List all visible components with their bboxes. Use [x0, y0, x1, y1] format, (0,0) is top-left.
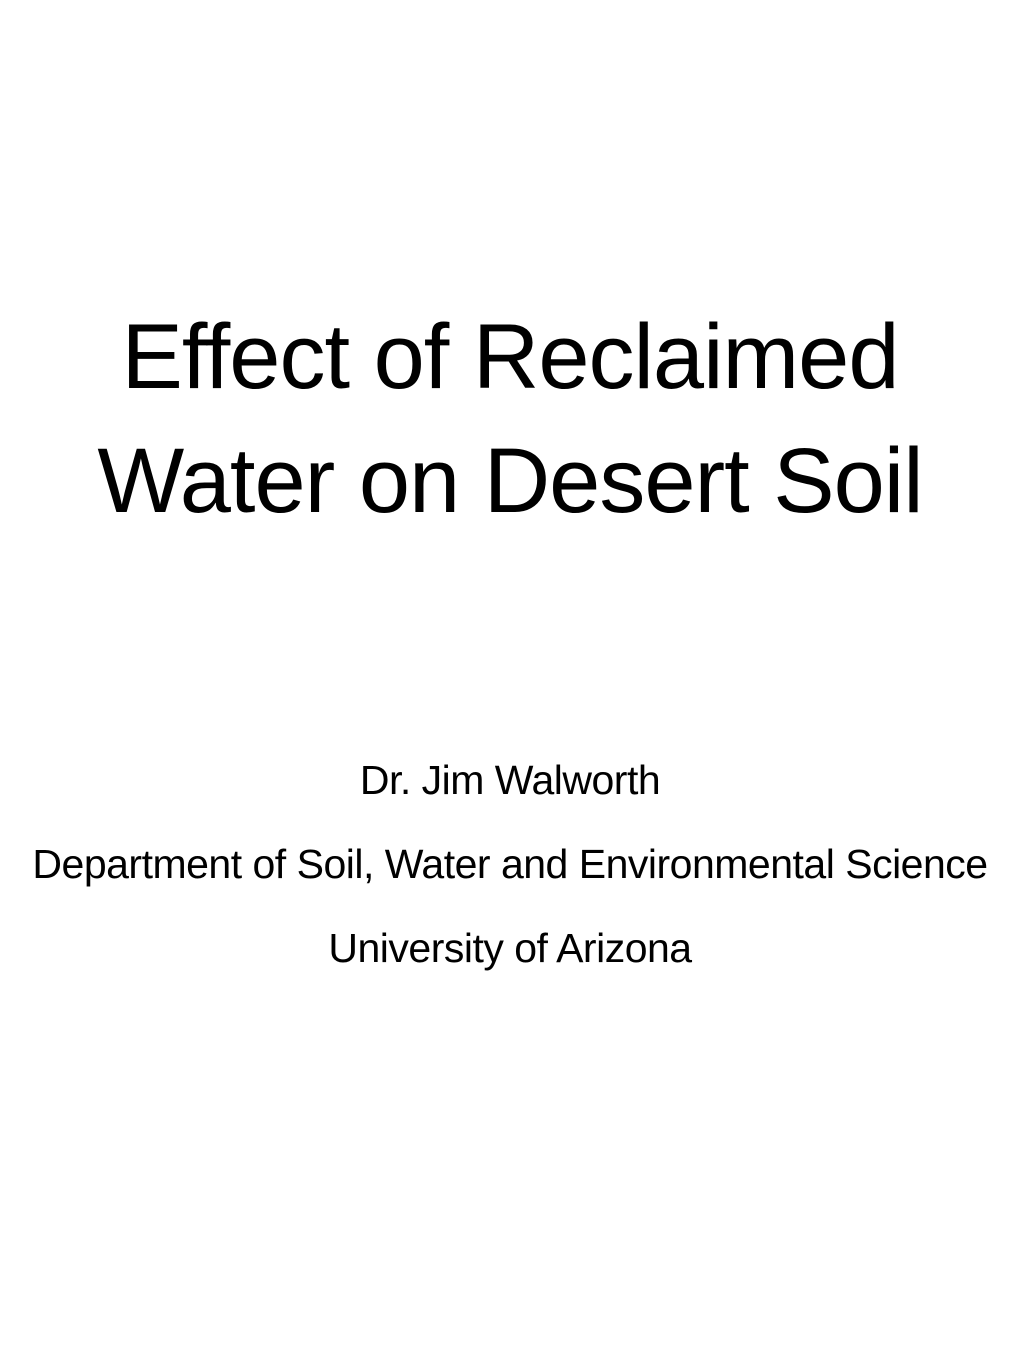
- slide-title: Effect of Reclaimed Water on Desert Soil: [20, 295, 1000, 543]
- department-name: Department of Soil, Water and Environmen…: [20, 822, 1000, 906]
- institution-name: University of Arizona: [20, 906, 1000, 990]
- author-name: Dr. Jim Walworth: [20, 738, 1000, 822]
- subtitle-block: Dr. Jim Walworth Department of Soil, Wat…: [20, 738, 1000, 990]
- title-block: Effect of Reclaimed Water on Desert Soil: [20, 295, 1000, 543]
